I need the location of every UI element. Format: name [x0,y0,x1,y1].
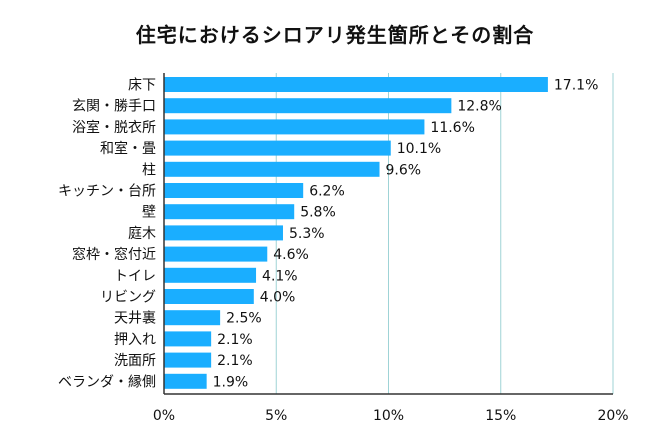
category-label: 玄関・勝手口 [72,98,156,115]
bar [164,119,425,135]
bar [164,140,391,156]
value-label: 11.6% [430,120,474,136]
bar [164,267,257,283]
bar [164,183,304,198]
value-label: 1.9% [213,374,249,390]
value-label: 6.2% [309,184,345,200]
category-label: 洗面所 [114,353,156,369]
category-label: 天井裏 [114,310,156,327]
value-label: 4.1% [262,268,298,284]
category-label: トイレ [114,268,156,284]
bar [164,246,268,262]
category-label: 壁 [142,205,156,221]
x-tick-label: 15% [485,408,516,424]
value-label: 5.3% [289,226,325,242]
value-label: 4.6% [273,247,309,263]
category-label: 和室・畳 [100,140,156,157]
bar [164,289,254,304]
value-label: 2.5% [226,311,262,327]
bar [164,161,380,177]
value-label: 4.0% [260,290,296,306]
bar [164,352,212,368]
bar [164,373,207,389]
bar [164,77,548,92]
bar [164,331,212,347]
category-label: 押入れ [114,332,156,348]
chart-title: 住宅におけるシロアリ発生箇所とその割合 [127,22,543,48]
bar [164,225,283,241]
category-label: 窓枠・窓付近 [72,246,156,263]
bar [164,310,221,326]
category-label: 柱 [142,162,156,178]
category-label: 浴室・脱衣所 [72,119,156,136]
x-tick-label: 5% [265,408,287,424]
value-label: 2.1% [217,332,253,348]
category-label: ベランダ・縁側 [58,374,156,390]
value-label: 12.8% [457,99,501,115]
value-label: 10.1% [397,141,441,157]
x-tick-label: 0% [153,408,175,424]
bar [164,204,295,220]
value-label: 17.1% [554,78,598,94]
x-tick-label: 20% [597,408,628,424]
category-label: キッチン・台所 [58,184,156,200]
category-label: リビング [100,290,156,306]
value-label: 2.1% [217,353,253,369]
category-label: 床下 [128,78,156,94]
value-label: 5.8% [300,205,336,221]
x-tick-label: 10% [373,408,404,424]
bar [164,98,452,114]
value-label: 9.6% [386,162,422,178]
category-label: 庭木 [128,225,156,242]
